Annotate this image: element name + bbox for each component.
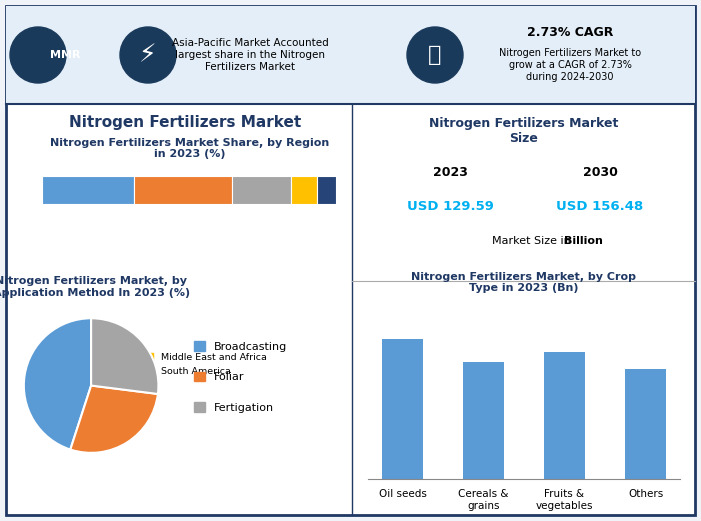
Text: 2030: 2030 — [583, 167, 618, 180]
Bar — [544, 352, 585, 479]
Text: 🔥: 🔥 — [428, 45, 442, 65]
Title: Nitrogen Fertilizers Market, by
Application Method In 2023 (%): Nitrogen Fertilizers Market, by Applicat… — [0, 276, 190, 298]
Text: Asia-Pacific Market Accounted
largest share in the Nitrogen
Fertilizers Market: Asia-Pacific Market Accounted largest sh… — [172, 39, 328, 71]
Text: Nitrogen Fertilizers Market to
grow at a CAGR of 2.73%
during 2024-2030: Nitrogen Fertilizers Market to grow at a… — [499, 48, 641, 82]
Bar — [6, 6, 695, 104]
Bar — [291, 176, 317, 205]
Text: Billion: Billion — [564, 236, 603, 246]
Title: Nitrogen Fertilizers Market, by Crop
Type in 2023 (Bn): Nitrogen Fertilizers Market, by Crop Typ… — [411, 272, 637, 293]
Circle shape — [407, 27, 463, 83]
Bar — [134, 176, 232, 205]
Bar — [42, 176, 134, 205]
Bar — [382, 339, 423, 479]
Text: 2023: 2023 — [433, 167, 468, 180]
Text: USD 156.48: USD 156.48 — [557, 200, 644, 213]
Wedge shape — [24, 318, 91, 450]
Legend: Broadcasting, Foliar, Fertigation: Broadcasting, Foliar, Fertigation — [189, 337, 292, 417]
Circle shape — [10, 27, 66, 83]
Bar — [463, 363, 504, 479]
Circle shape — [120, 27, 176, 83]
Text: ⚡: ⚡ — [139, 43, 157, 67]
Bar — [317, 176, 336, 205]
Text: Nitrogen Fertilizers Market
Size: Nitrogen Fertilizers Market Size — [429, 117, 619, 145]
Bar — [625, 369, 666, 479]
Legend: North America, Asia-Pacific, Europe, Middle East and Africa, South America: North America, Asia-Pacific, Europe, Mid… — [47, 349, 271, 394]
Text: Nitrogen Fertilizers Market: Nitrogen Fertilizers Market — [69, 115, 301, 130]
Wedge shape — [70, 386, 158, 453]
Text: 2.73% CAGR: 2.73% CAGR — [527, 27, 613, 40]
Text: Market Size in: Market Size in — [492, 236, 574, 246]
Text: MMR: MMR — [50, 50, 81, 60]
Wedge shape — [91, 318, 158, 394]
Title: Nitrogen Fertilizers Market Share, by Region
in 2023 (%): Nitrogen Fertilizers Market Share, by Re… — [50, 138, 329, 159]
Bar — [232, 176, 291, 205]
Text: USD 129.59: USD 129.59 — [407, 200, 494, 213]
